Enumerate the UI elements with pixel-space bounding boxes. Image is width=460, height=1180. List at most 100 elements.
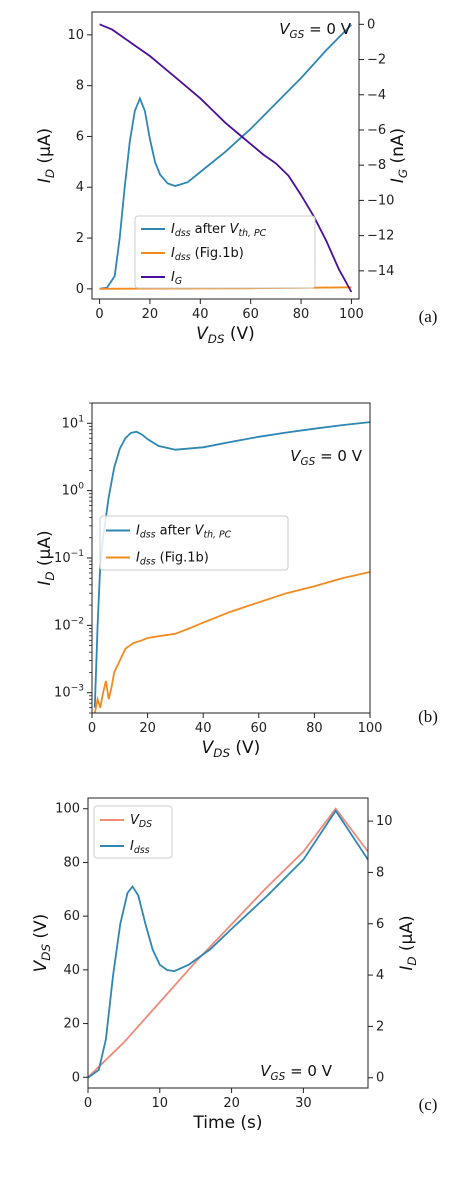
x-tick-label: 0 xyxy=(95,307,103,322)
y-tick-label: 10−3 xyxy=(54,684,84,701)
x-tick-label: 100 xyxy=(339,307,364,322)
y2-tick-label: 2 xyxy=(376,1019,384,1034)
y2-axis-label-main: I xyxy=(397,966,417,971)
panel-tag: (a) xyxy=(419,307,438,326)
legend-label-1-main: I xyxy=(136,524,140,539)
y2-tick-label: −6 xyxy=(367,123,386,138)
legend-label-3-main: I xyxy=(171,270,175,285)
vgs-sub: GS xyxy=(271,1071,286,1083)
x-axis-label-rest: (V) xyxy=(225,324,255,344)
legend-label-1-main: V xyxy=(130,813,140,828)
y-axis-label-rest: (μA) xyxy=(35,128,55,169)
x-tick-label: 40 xyxy=(192,307,209,322)
y-tick-label: 10−1 xyxy=(54,549,84,566)
x-axis-label-main: V xyxy=(196,324,209,344)
y2-tick-label: 0 xyxy=(367,17,375,32)
y-tick-base: 10 xyxy=(54,686,71,701)
x-tick-label: 60 xyxy=(251,721,268,736)
y2-tick-label: 6 xyxy=(376,917,384,932)
y-tick-exp: −1 xyxy=(71,549,84,559)
y-axis-label-rest: (V) xyxy=(31,914,51,944)
y-axis-label-main: I xyxy=(35,581,55,586)
x-tick-label: 80 xyxy=(306,721,323,736)
y2-tick-label: 8 xyxy=(376,865,384,880)
y-axis-label-sub: D xyxy=(43,169,57,178)
legend-label-1-main: I xyxy=(171,222,175,237)
y-axis-label: ID (μA) xyxy=(35,128,57,183)
y2-axis-label-sub: G xyxy=(396,169,410,178)
vgs-annotation: VGS = 0 V xyxy=(290,447,362,468)
x-axis-label-sub: DS xyxy=(213,746,230,760)
x-axis-label-sub: DS xyxy=(208,332,225,346)
series-line-2 xyxy=(93,571,370,713)
legend-label-3-sub: G xyxy=(175,276,182,287)
y-tick-base: 10 xyxy=(54,551,71,566)
legend-label-1-sub2: th, PC xyxy=(203,530,231,541)
y2-tick-label: −10 xyxy=(367,193,394,208)
y-tick-base: 10 xyxy=(62,484,79,499)
y-tick-label: 100 xyxy=(62,482,85,499)
vgs-rest: = 0 V xyxy=(285,1062,332,1080)
y2-axis-label-rest: (nA) xyxy=(388,128,408,169)
vgs-rest: = 0 V xyxy=(304,20,351,38)
vgs-main: V xyxy=(279,20,291,38)
y-tick-label: 4 xyxy=(76,180,84,195)
y-tick-base: 10 xyxy=(62,416,79,431)
y-tick-label: 10−2 xyxy=(54,616,84,633)
y2-tick-label: −12 xyxy=(367,229,394,244)
y-axis-label: ID (μA) xyxy=(35,530,57,585)
y-axis-label-rest: (μA) xyxy=(35,530,55,571)
x-tick-label: 80 xyxy=(293,307,310,322)
legend-label-2-sub: dss xyxy=(140,557,156,568)
y-tick-exp: −2 xyxy=(71,616,84,626)
y-axis-label-main: V xyxy=(31,959,51,972)
y2-tick-label: −2 xyxy=(367,53,386,68)
legend-label-2: Idss (Fig.1b) xyxy=(136,551,209,568)
y-tick-label: 2 xyxy=(76,231,84,246)
legend-label-1-rest: after xyxy=(191,222,230,237)
x-axis-label-main: Time (s) xyxy=(192,1113,262,1133)
vgs-sub: GS xyxy=(301,456,316,468)
vgs-annotation: VGS = 0 V xyxy=(260,1062,332,1083)
y-tick-label: 6 xyxy=(76,129,84,144)
legend-label-2-rest: (Fig.1b) xyxy=(191,246,244,261)
legend-label-1-sub: dss xyxy=(140,530,156,541)
y-tick-label: 0 xyxy=(72,1070,80,1085)
x-axis-label: Time (s) xyxy=(192,1113,262,1133)
x-tick-label: 20 xyxy=(223,1096,240,1111)
legend-label-2-main: I xyxy=(130,839,134,854)
plot-frame xyxy=(91,11,360,300)
y-axis-label-main: I xyxy=(35,178,55,183)
plot-frame xyxy=(87,797,369,1089)
x-tick-label: 20 xyxy=(142,307,159,322)
y-axis-label-sub: D xyxy=(43,571,57,580)
series-line-2 xyxy=(88,809,368,1079)
y-tick-label: 40 xyxy=(63,963,80,978)
y-tick-label: 8 xyxy=(76,79,84,94)
series-line-3 xyxy=(99,23,353,293)
legend-label-1-rest: after xyxy=(156,524,195,539)
legend-label-2-main: I xyxy=(171,246,175,261)
legend-label-2-rest: (Fig.1b) xyxy=(156,551,209,566)
legend-label-1-sub2: th, PC xyxy=(238,228,266,239)
legend-label-1: Idss after Vth, PC xyxy=(171,222,267,239)
y-tick-exp: 1 xyxy=(78,414,84,424)
legend-box xyxy=(134,215,316,289)
legend-label-2-sub: dss xyxy=(134,845,150,856)
y2-tick-label: 10 xyxy=(376,814,393,829)
vgs-sub: GS xyxy=(290,29,305,41)
legend-label-1-sub: dss xyxy=(175,228,191,239)
x-tick-label: 30 xyxy=(295,1096,312,1111)
x-axis-label: VDS (V) xyxy=(202,738,261,760)
legend-label-1-rest-v: V xyxy=(230,222,240,237)
y2-axis-label-sub: D xyxy=(405,956,419,965)
vgs-rest: = 0 V xyxy=(315,447,362,465)
y2-axis-label-rest: (μA) xyxy=(397,915,417,956)
y-tick-exp: −3 xyxy=(71,684,85,694)
y2-axis-label: IG (nA) xyxy=(388,128,410,183)
panel-tag: (b) xyxy=(418,707,438,726)
x-axis-label-main: V xyxy=(202,738,215,758)
legend-label-1: VDS xyxy=(130,813,152,830)
legend-label-2: Idss xyxy=(130,839,150,856)
y-tick-label: 60 xyxy=(63,909,80,924)
